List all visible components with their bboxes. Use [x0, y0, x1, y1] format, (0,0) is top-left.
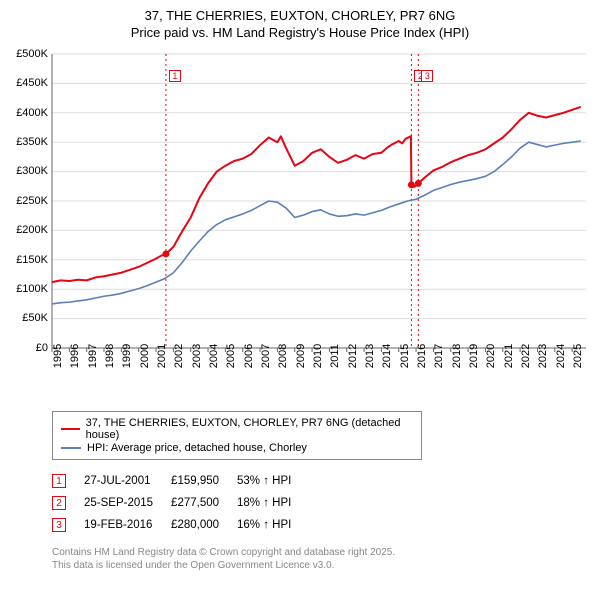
legend-label: 37, THE CHERRIES, EUXTON, CHORLEY, PR7 6…	[86, 417, 413, 441]
x-tick-label: 1998	[104, 344, 116, 368]
x-tick-label: 2005	[225, 344, 237, 368]
event-marker-icon: 1	[52, 474, 66, 488]
title-line2: Price paid vs. HM Land Registry's House …	[10, 25, 590, 42]
x-tick-label: 1999	[121, 344, 133, 368]
event-date: 25-SEP-2015	[84, 492, 171, 514]
x-tick-label: 2019	[468, 344, 480, 368]
y-tick-label: £0	[36, 342, 48, 354]
event-price: £277,500	[171, 492, 237, 514]
x-tick-label: 2008	[277, 344, 289, 368]
event-row: 3 19-FEB-2016£280,00016% ↑ HPI	[52, 514, 309, 536]
chart-title: 37, THE CHERRIES, EUXTON, CHORLEY, PR7 6…	[10, 8, 590, 42]
legend-label: HPI: Average price, detached house, Chor…	[87, 442, 307, 454]
x-tick-label: 2022	[520, 344, 532, 368]
y-tick-label: £150K	[16, 254, 48, 266]
y-tick-label: £400K	[16, 107, 48, 119]
x-tick-label: 2012	[347, 344, 359, 368]
y-tick-label: £350K	[16, 136, 48, 148]
x-tick-label: 1997	[87, 344, 99, 368]
event-pct: 16% ↑ HPI	[237, 514, 309, 536]
x-tick-label: 2006	[243, 344, 255, 368]
x-tick-label: 2003	[191, 344, 203, 368]
event-price: £280,000	[171, 514, 237, 536]
legend-item: HPI: Average price, detached house, Chor…	[61, 442, 413, 454]
x-tick-label: 2017	[433, 344, 445, 368]
x-tick-label: 2016	[416, 344, 428, 368]
y-tick-label: £50K	[22, 312, 48, 324]
legend: 37, THE CHERRIES, EUXTON, CHORLEY, PR7 6…	[52, 411, 422, 460]
event-table: 1 27-JUL-2001£159,95053% ↑ HPI 2 25-SEP-201…	[52, 470, 590, 536]
x-tick-label: 2001	[156, 344, 168, 368]
y-tick-label: £300K	[16, 165, 48, 177]
y-tick-label: £450K	[16, 77, 48, 89]
legend-item: 37, THE CHERRIES, EUXTON, CHORLEY, PR7 6…	[61, 417, 413, 441]
x-tick-label: 2002	[173, 344, 185, 368]
x-tick-label: 1995	[52, 344, 64, 368]
line-chart	[10, 48, 590, 378]
x-tick-label: 2021	[503, 344, 515, 368]
event-marker-icon: 3	[52, 518, 66, 532]
x-tick-label: 2007	[260, 344, 272, 368]
event-price: £159,950	[171, 470, 237, 492]
event-row: 1 27-JUL-2001£159,95053% ↑ HPI	[52, 470, 309, 492]
event-date: 27-JUL-2001	[84, 470, 171, 492]
y-tick-label: £250K	[16, 195, 48, 207]
x-tick-label: 1996	[69, 344, 81, 368]
x-tick-label: 2025	[572, 344, 584, 368]
y-tick-label: £100K	[16, 283, 48, 295]
x-tick-label: 2011	[329, 344, 341, 368]
x-tick-label: 2010	[312, 344, 324, 368]
chart-area: £0 £50K £100K £150K £200K £250K £300K £350K £400…	[10, 48, 590, 403]
footer-line2: This data is licensed under the Open Gov…	[52, 559, 590, 572]
x-tick-label: 2024	[555, 344, 567, 368]
legend-swatch	[61, 447, 81, 449]
legend-swatch	[61, 428, 80, 430]
event-marker-icon: 2	[52, 496, 66, 510]
x-tick-label: 2013	[364, 344, 376, 368]
x-tick-label: 2004	[208, 344, 220, 368]
y-tick-label: £200K	[16, 224, 48, 236]
x-tick-label: 2009	[295, 344, 307, 368]
footer-attribution: Contains HM Land Registry data © Crown c…	[52, 546, 590, 572]
title-line1: 37, THE CHERRIES, EUXTON, CHORLEY, PR7 6…	[10, 8, 590, 25]
event-row: 2 25-SEP-2015£277,50018% ↑ HPI	[52, 492, 309, 514]
event-marker: 3	[421, 70, 433, 82]
x-tick-label: 2023	[537, 344, 549, 368]
event-pct: 53% ↑ HPI	[237, 470, 309, 492]
x-tick-label: 2014	[381, 344, 393, 368]
footer-line1: Contains HM Land Registry data © Crown c…	[52, 546, 590, 559]
y-tick-label: £500K	[16, 48, 48, 60]
x-tick-label: 2020	[485, 344, 497, 368]
event-date: 19-FEB-2016	[84, 514, 171, 536]
event-pct: 18% ↑ HPI	[237, 492, 309, 514]
x-tick-label: 2000	[139, 344, 151, 368]
x-tick-label: 2018	[451, 344, 463, 368]
event-marker: 1	[169, 70, 181, 82]
x-tick-label: 2015	[399, 344, 411, 368]
